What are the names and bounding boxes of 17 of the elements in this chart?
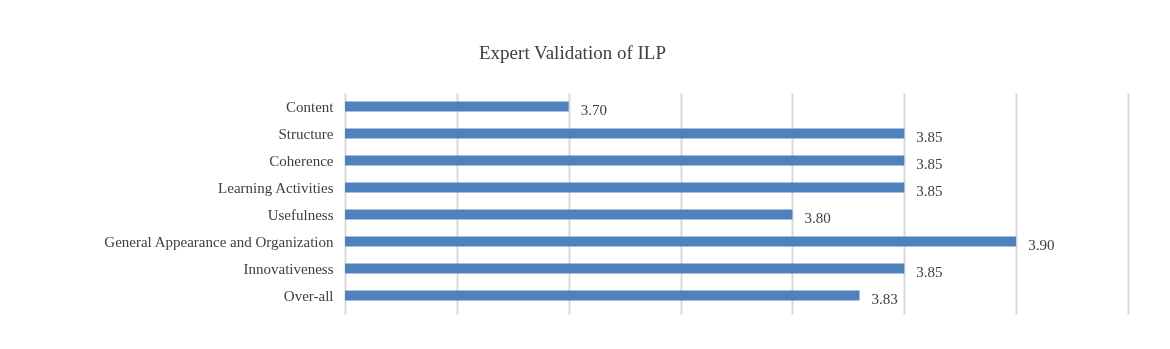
y-tick-label: Over-all xyxy=(283,287,334,304)
y-tick-label: Learning Activities xyxy=(218,179,334,196)
data-label: 3.85 xyxy=(916,263,943,280)
y-tick-label: Usefulness xyxy=(267,206,334,223)
data-label: 3.83 xyxy=(871,290,898,307)
y-tick-label: Content xyxy=(286,98,335,115)
y-tick-label: Structure xyxy=(278,125,334,142)
y-tick-label: Coherence xyxy=(269,152,334,169)
data-label: 3.85 xyxy=(916,128,943,145)
y-tick-label: General Appearance and Organization xyxy=(104,233,334,250)
data-label: 3.80 xyxy=(804,209,831,226)
data-label: 3.90 xyxy=(1028,236,1055,253)
data-label: 3.85 xyxy=(916,155,943,172)
y-tick-label: Innovativeness xyxy=(243,260,334,277)
data-label: 3.85 xyxy=(916,182,943,199)
chart-title: Expert Validation of ILP xyxy=(479,42,666,63)
data-label: 3.70 xyxy=(580,101,607,118)
